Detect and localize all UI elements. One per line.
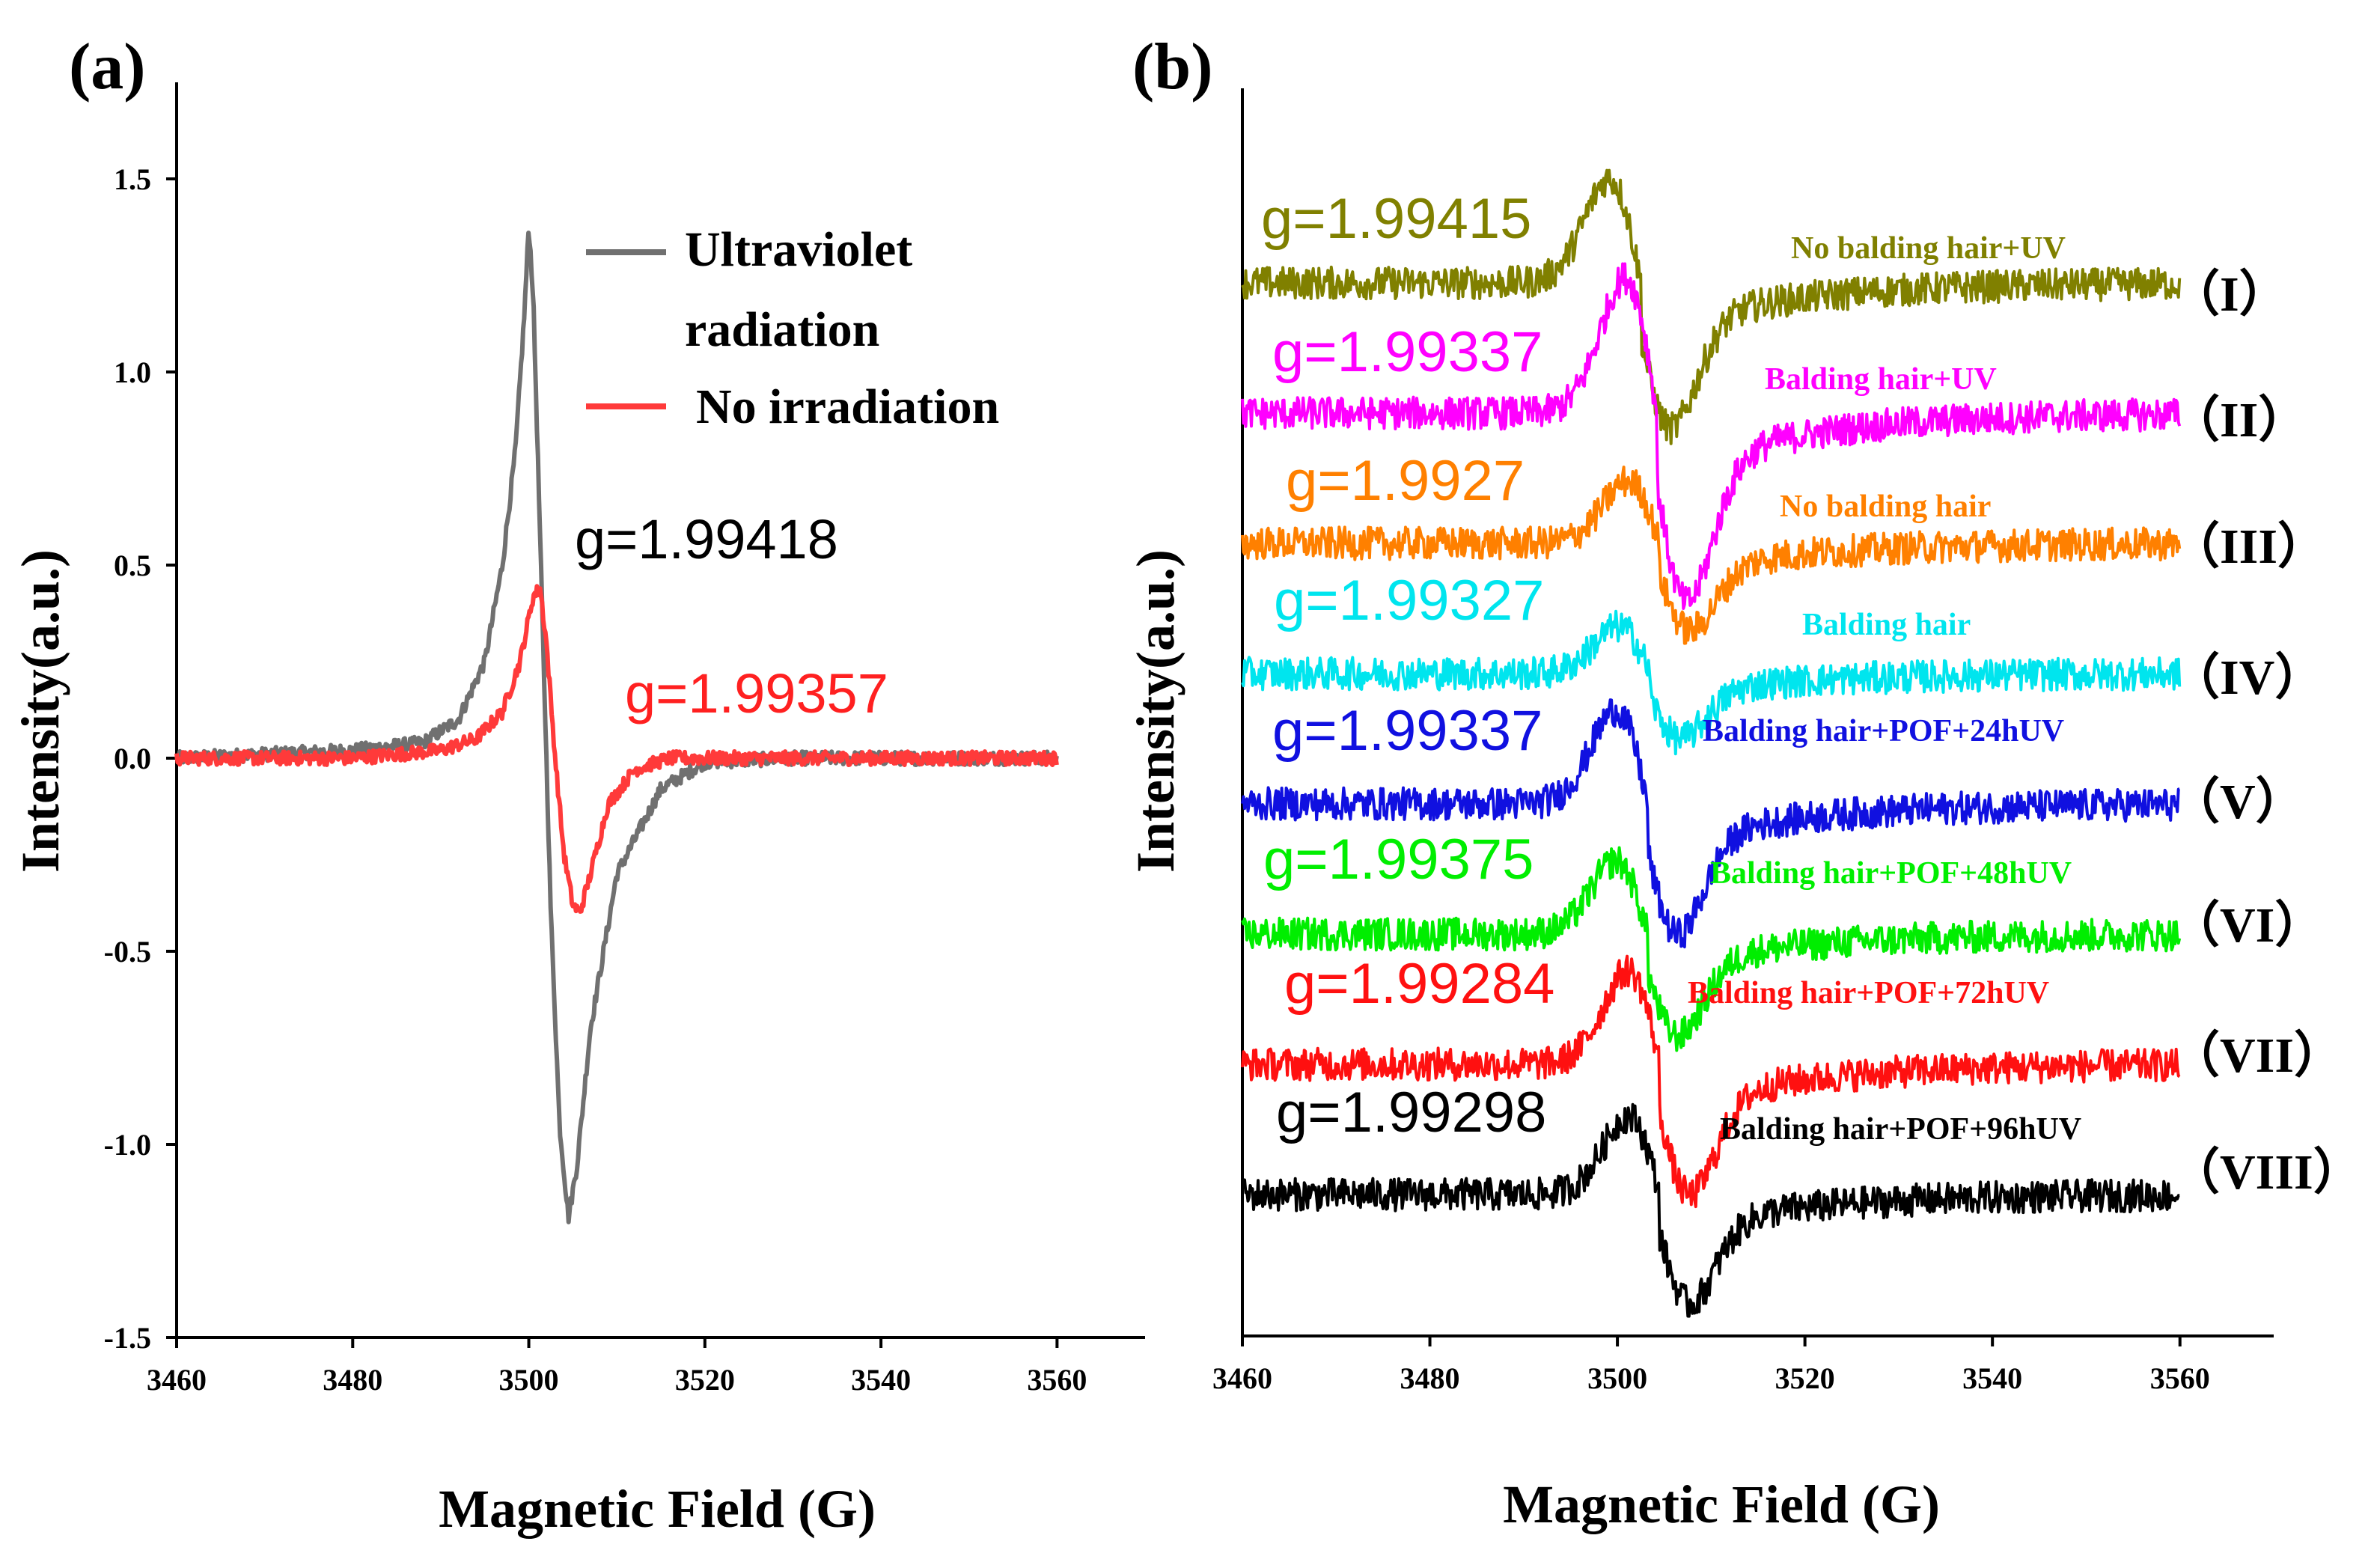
panel-a-x-ticks: 3460 3480 3500 3520 3540 3560 — [147, 1337, 1087, 1397]
g-label-trace-8: g=1.99298 — [1276, 1081, 1546, 1144]
roman-label-6: （VI） — [2170, 897, 2324, 953]
panel-a-y-axis-title: Intensity(a.u.) — [10, 549, 70, 873]
trace-label-8: Balding hair+POF+96hUV — [1720, 1112, 2081, 1147]
y-tick-label: -1.0 — [104, 1128, 151, 1162]
g-annotation-ultraviolet: g=1.99418 — [575, 508, 838, 570]
x-tick-label: 3500 — [1587, 1361, 1647, 1395]
g-label-trace-7: g=1.99284 — [1284, 952, 1554, 1016]
series-line-trace-4 — [1241, 609, 2182, 756]
series-line-trace-3 — [1241, 466, 2182, 645]
x-tick-label: 3480 — [1400, 1361, 1460, 1395]
x-tick-label: 3520 — [1775, 1361, 1835, 1395]
panel-b-x-axis-title: Magnetic Field (G) — [1503, 1474, 1940, 1534]
trace-label-7: Balding hair+POF+72hUV — [1688, 976, 2049, 1010]
x-tick-label: 3460 — [147, 1363, 207, 1397]
panel-b-series — [1241, 168, 2182, 1318]
panel-a-label: (a) — [69, 31, 146, 103]
g-label-trace-3: g=1.9927 — [1286, 449, 1525, 513]
legend-label-ultraviolet-line1: Ultraviolet — [685, 222, 912, 277]
x-tick-label: 3560 — [1027, 1363, 1087, 1397]
roman-label-1: （I） — [2170, 266, 2289, 322]
panel-a-x-axis-title: Magnetic Field (G) — [439, 1479, 876, 1539]
trace-label-5: Balding hair+POF+24hUV — [1703, 714, 2064, 748]
panel-b: (b) 3460 3480 3500 3520 3540 3560 Intensity(a… — [1126, 31, 2363, 1534]
series-line-trace-6 — [1241, 846, 2182, 1052]
x-tick-label: 3500 — [499, 1363, 559, 1397]
x-tick-label: 3540 — [1962, 1361, 2022, 1395]
x-tick-label: 3480 — [323, 1363, 382, 1397]
roman-label-5: （V） — [2170, 774, 2305, 829]
legend-label-no-irradiation: No irradiation — [696, 379, 999, 434]
g-label-trace-4: g=1.99327 — [1274, 569, 1544, 632]
series-line-no-irradiation — [174, 584, 1059, 914]
panel-b-x-ticks: 3460 3480 3500 3520 3540 3560 — [1212, 1336, 2210, 1395]
series-line-trace-5 — [1241, 698, 2180, 949]
trace-label-1: No balding hair+UV — [1791, 231, 2066, 266]
y-tick-label: 0.0 — [114, 742, 151, 775]
panel-a-series — [174, 231, 1059, 1224]
panel-b-label: (b) — [1132, 31, 1213, 103]
series-line-trace-2 — [1241, 262, 2182, 610]
series-line-trace-8 — [1241, 1102, 2180, 1318]
panel-b-y-axis-title: Intensity(a.u.) — [1126, 549, 1186, 873]
panel-a: (a) -1.5 -1.0 -0.5 0.0 0.5 1.0 1.5 3460 3480 350… — [10, 31, 1145, 1539]
legend-label-ultraviolet-line2: radiation — [685, 302, 879, 357]
trace-label-3: No balding hair — [1780, 489, 1991, 524]
x-tick-label: 3560 — [2150, 1361, 2210, 1395]
y-tick-label: 1.5 — [114, 162, 151, 196]
x-tick-label: 3520 — [675, 1363, 735, 1397]
panel-a-y-ticks: -1.5 -1.0 -0.5 0.0 0.5 1.0 1.5 — [104, 162, 177, 1355]
g-label-trace-6: g=1.99375 — [1263, 828, 1534, 891]
series-line-trace-7 — [1241, 954, 2181, 1209]
roman-label-3: （III） — [2170, 519, 2327, 574]
roman-label-7: （VII） — [2170, 1028, 2343, 1083]
series-line-trace-1 — [1241, 168, 2182, 445]
g-annotation-no-irradiation: g=1.99357 — [625, 662, 888, 724]
x-tick-label: 3460 — [1212, 1361, 1272, 1395]
y-tick-label: 1.0 — [114, 356, 151, 389]
y-tick-label: 0.5 — [114, 549, 151, 582]
roman-label-8: （VIII） — [2170, 1144, 2363, 1200]
x-tick-label: 3540 — [851, 1363, 911, 1397]
panel-a-legend: Ultraviolet radiation No irradiation — [586, 222, 999, 434]
y-tick-label: -0.5 — [104, 935, 151, 968]
roman-label-2: （II） — [2170, 392, 2307, 448]
y-tick-label: -1.5 — [104, 1321, 151, 1355]
g-label-trace-1: g=1.99415 — [1261, 187, 1531, 251]
g-label-trace-2: g=1.99337 — [1272, 320, 1542, 384]
g-label-trace-5: g=1.99337 — [1272, 699, 1542, 763]
trace-label-2: Balding hair+UV — [1765, 362, 1997, 397]
trace-label-6: Balding hair+POF+48hUV — [1710, 856, 2072, 891]
roman-label-4: （IV） — [2170, 650, 2324, 705]
trace-label-4: Balding hair — [1802, 608, 1971, 642]
